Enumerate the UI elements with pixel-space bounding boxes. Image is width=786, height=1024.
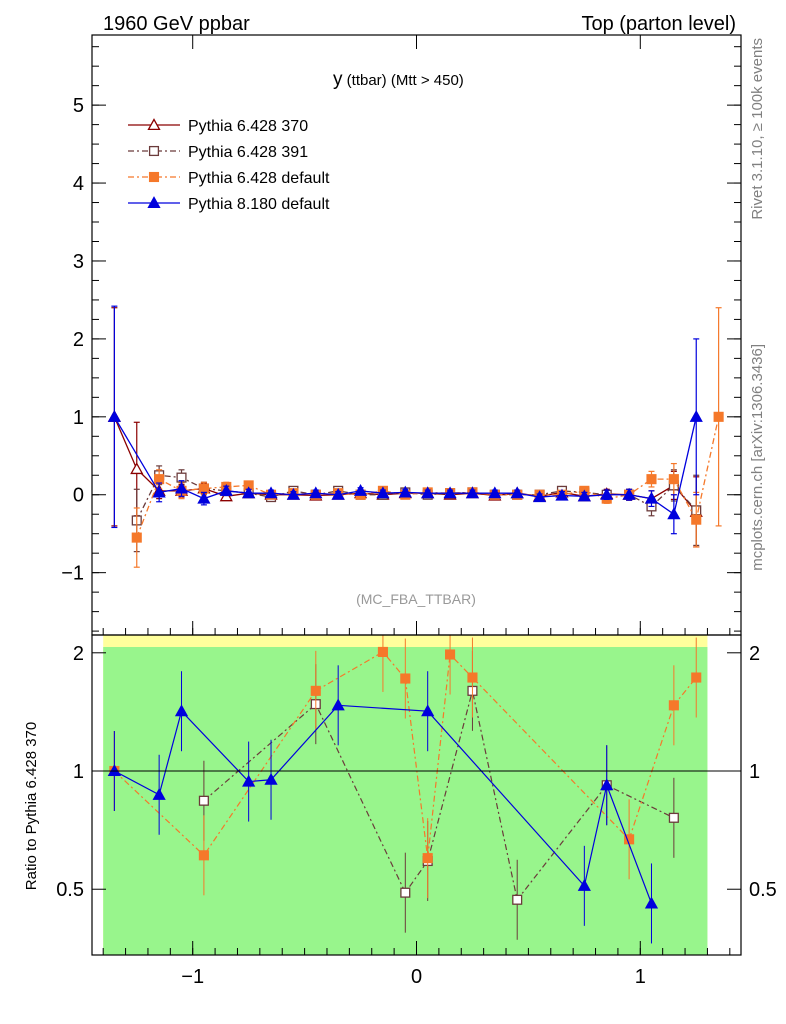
- ratio-point: [242, 774, 256, 787]
- data-point: [421, 486, 435, 499]
- legend: Pythia 6.428 370 Pythia 6.428 391 Pythia 6…: [128, 118, 330, 213]
- ratio-line-2: [113, 651, 697, 859]
- ratio-tick-label-right: 1: [749, 761, 760, 783]
- data-point: [488, 486, 502, 499]
- ratio-point: [400, 887, 411, 898]
- ratio-tick-label-right: 2: [749, 643, 760, 665]
- data-point: [264, 486, 278, 499]
- plot-title: y (ttbar) (Mtt > 450): [333, 69, 464, 90]
- ratio-point: [331, 698, 345, 711]
- data-point: [197, 491, 211, 504]
- legend-marker: [148, 145, 160, 157]
- x-tick-label: 0: [411, 966, 422, 988]
- legend-marker: [147, 196, 161, 209]
- ratio-point: [577, 879, 591, 891]
- data-point: [219, 484, 233, 496]
- data-point: [644, 491, 659, 504]
- header-right: Top (parton level): [581, 13, 736, 35]
- ratio-point: [264, 772, 278, 785]
- y-tick-label: 0: [73, 485, 84, 507]
- ratio-point: [422, 853, 433, 864]
- ratio-point: [445, 649, 456, 660]
- data-point: [331, 487, 345, 500]
- ratio-tick-label: 0.5: [56, 879, 84, 901]
- ratio-point: [152, 787, 166, 800]
- ratio-point: [198, 795, 209, 806]
- x-tick-label: 1: [635, 966, 646, 988]
- y-tick-label: 3: [73, 251, 84, 273]
- plot-title-sub: (ttbar) (Mtt > 450): [343, 72, 464, 89]
- ratio-point: [467, 672, 478, 683]
- data-point: [107, 409, 121, 422]
- data-point: [465, 486, 480, 499]
- x-tick-label: −1: [181, 966, 204, 988]
- data-point: [131, 532, 142, 543]
- ratio-line-3: [114, 704, 653, 904]
- series-line-2: [136, 416, 720, 538]
- data-point: [286, 487, 301, 500]
- series-3: [107, 305, 703, 944]
- data-point: [443, 486, 457, 499]
- data-point: [600, 487, 614, 500]
- data-point: [154, 474, 165, 485]
- y-tick-label: 4: [73, 173, 84, 195]
- ratio-point: [668, 700, 679, 711]
- ratio-line-1: [203, 690, 675, 902]
- legend-label: Pythia 6.428 370: [188, 118, 308, 135]
- data-point: [532, 490, 547, 503]
- y-tick-label: 1: [73, 407, 84, 429]
- axes: −1 0 1 2 3 4 5 0.5 0.5 1 1 2 2 −1 0 1: [56, 34, 777, 988]
- data-point: [309, 486, 323, 499]
- data-point: [667, 507, 681, 520]
- legend-marker: [147, 118, 161, 131]
- legend-label: Pythia 6.428 default: [188, 170, 330, 187]
- rivet-label: Rivet 3.1.10, ≥ 100k events: [749, 38, 766, 220]
- plot-title-main: y: [333, 69, 343, 90]
- ratio-tick-label: 2: [73, 643, 84, 665]
- legend-label: Pythia 8.180 default: [188, 196, 330, 213]
- analysis-label: (MC_FBA_TTBAR): [356, 591, 476, 607]
- ratio-point: [198, 850, 209, 861]
- data-point: [510, 486, 524, 499]
- y-tick-label: 2: [73, 329, 84, 351]
- ratio-point: [691, 672, 702, 683]
- ratio-point: [421, 704, 435, 717]
- ratio-point: [377, 646, 388, 657]
- header-left: 1960 GeV ppbar: [103, 13, 250, 35]
- data-point: [646, 474, 657, 485]
- ratio-point: [310, 685, 321, 696]
- data-point: [691, 514, 702, 525]
- ratio-point: [512, 894, 523, 905]
- legend-marker: [148, 171, 160, 183]
- data-point: [398, 485, 412, 498]
- ratio-point: [600, 778, 614, 791]
- data-point: [555, 488, 569, 501]
- data-point: [242, 486, 256, 499]
- ratio-tick-label: 1: [73, 761, 84, 783]
- ratio-point: [644, 896, 659, 909]
- data-point: [689, 409, 703, 422]
- data-point: [152, 485, 166, 498]
- data-point: [376, 486, 390, 499]
- data-point: [353, 484, 368, 496]
- legend-label: Pythia 6.428 391: [188, 144, 308, 161]
- ratio-point: [107, 764, 121, 777]
- data-point: [130, 462, 144, 475]
- data-point: [668, 474, 679, 485]
- ratio-point: [400, 673, 411, 684]
- ratio-tick-label-right: 0.5: [749, 879, 777, 901]
- ratio-y-label: Ratio to Pythia 6.428 370: [23, 722, 40, 890]
- series-layer: [107, 305, 724, 944]
- data-point: [174, 481, 189, 494]
- data-point: [713, 411, 724, 422]
- data-point: [198, 483, 209, 494]
- mcplots-label: mcplots.cern.ch [arXiv:1306.3436]: [749, 344, 766, 571]
- ratio-point: [668, 812, 679, 823]
- data-point: [622, 487, 636, 500]
- y-tick-label: −1: [61, 563, 84, 585]
- ratio-point: [174, 704, 189, 717]
- data-point: [577, 489, 591, 502]
- y-tick-label: 5: [73, 95, 84, 117]
